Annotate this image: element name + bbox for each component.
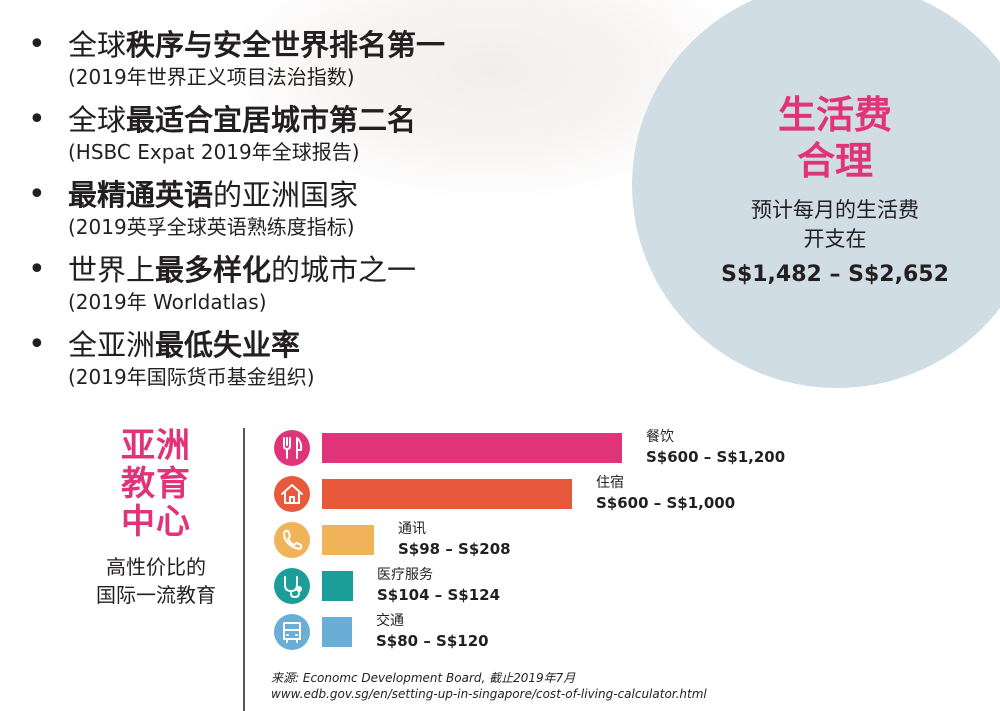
bullet-dot: • [28,252,46,287]
source-line1: 来源: Economc Development Board, 截止2019年7月 [271,671,576,685]
cutlery-icon-badge [274,430,310,466]
bar-value-label: S$600 – S$1,200 [646,448,785,466]
ranking-highlight: 最适合宜居城市第二名 [126,103,417,137]
bar-1 [322,479,572,509]
ranking-source: (2019英孚全球英语熟练度指标) [68,215,355,239]
ranking-item: • 全球秩序与安全世界排名第一 (2019年世界正义项目法治指数) [28,26,648,90]
education-sub-line1: 高性价比的 [106,555,206,579]
ranking-list: • 全球秩序与安全世界排名第一 (2019年世界正义项目法治指数) • 全球最适… [28,26,648,401]
education-title-line2: 教育 [121,464,191,504]
ranking-pre: 全球 [68,103,127,137]
ranking-source: (2019年 Worldatlas) [68,290,267,314]
education-title-line3: 中心 [121,502,191,542]
ranking-item: • 最精通英语的亚洲国家 (2019英孚全球英语熟练度指标) [28,176,648,240]
ranking-post: 的城市之一 [271,253,417,287]
bullet-dot: • [28,327,46,362]
ranking-source: (HSBC Expat 2019年全球报告) [68,140,360,164]
bullet-dot: • [28,102,46,137]
education-title-line1: 亚洲 [121,426,191,466]
cost-title-line2: 合理 [796,139,873,183]
cost-bar-chart: 餐饮 S$600 – S$1,200 住宿 S$600 – S$1,000 通讯 S$98… [274,429,785,650]
ranking-pre: 世界上 [68,253,156,287]
source-note: 来源: Economc Development Board, 截止2019年7月… [271,670,707,702]
ranking-pre: 全亚洲 [68,328,156,362]
ranking-item: • 全球最适合宜居城市第二名 (HSBC Expat 2019年全球报告) [28,101,648,165]
bar-value-label: S$104 – S$124 [377,586,500,604]
ranking-highlight: 秩序与安全世界排名第一 [126,28,446,62]
bullet-dot: • [28,177,46,212]
cost-of-living-panel: 生活费 合理 预计每月的生活费 开支在 S$1,482 – S$2,652 [660,92,1000,287]
bar-value-label: S$98 – S$208 [398,540,511,558]
cost-range: S$1,482 – S$2,652 [721,262,949,287]
divider-line [243,428,245,711]
ranking-highlight: 最多样化 [155,253,272,287]
bar-category-label: 交通 [376,612,404,629]
ranking-item: • 全亚洲最低失业率 (2019年国际货币基金组织) [28,326,648,390]
cost-sub-line1: 预计每月的生活费 [751,198,919,222]
cost-sub-line2: 开支在 [803,227,867,251]
bar-value-label: S$600 – S$1,000 [596,494,735,512]
ranking-source: (2019年国际货币基金组织) [68,365,315,389]
bar-2 [322,525,374,555]
bar-0 [322,433,622,463]
phone-icon [283,529,303,550]
bar-category-label: 通讯 [398,521,426,537]
bus-icon [283,622,301,643]
ranking-highlight: 最精通英语 [68,178,214,212]
cutlery-icon [283,437,303,459]
bar-4 [322,617,352,647]
bar-category-label: 医疗服务 [377,567,433,583]
ranking-pre: 全球 [68,28,127,62]
bar-3 [322,571,353,601]
stethoscope-icon-badge [274,568,310,604]
cost-of-living-circle [632,0,1000,388]
ranking-highlight: 最低失业率 [155,328,301,362]
ranking-post: 的亚洲国家 [213,178,359,212]
bar-category-label: 住宿 [596,474,624,491]
bar-category-label: 餐饮 [646,429,674,445]
phone-icon-badge [274,522,310,558]
home-icon-badge [274,476,310,512]
home-icon [281,484,303,504]
bullet-dot: • [28,27,46,62]
ranking-source: (2019年世界正义项目法治指数) [68,65,355,89]
education-sub-line2: 国际一流教育 [96,583,216,607]
bus-icon-badge [274,614,310,650]
education-hub-panel: 亚洲 教育 中心 高性价比的 国际一流教育 [76,427,236,609]
bar-value-label: S$80 – S$120 [376,632,489,650]
stethoscope-icon [284,576,302,598]
source-url: www.edb.gov.sg/en/setting-up-in-singapor… [271,687,707,701]
ranking-item: • 世界上最多样化的城市之一 (2019年 Worldatlas) [28,251,648,315]
cost-title-line1: 生活费 [777,93,892,137]
